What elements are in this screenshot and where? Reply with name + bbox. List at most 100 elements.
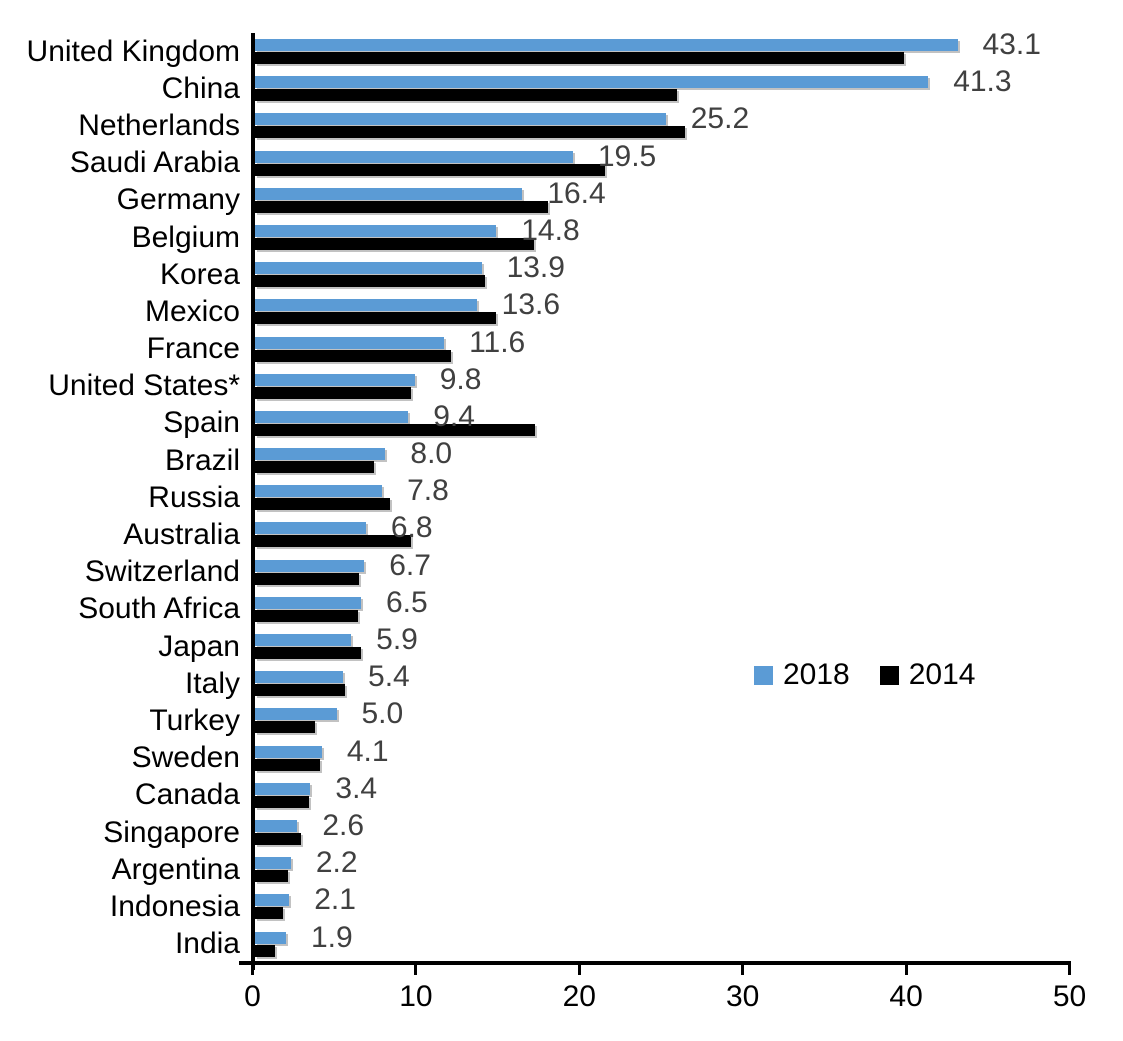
bar-2014 (255, 647, 361, 659)
legend-swatch-2014 (879, 665, 899, 685)
bar-2018 (255, 150, 573, 163)
bar-2014 (255, 907, 283, 920)
bar-2018 (255, 782, 311, 795)
bar-2018 (255, 559, 365, 572)
bar-2014 (255, 795, 309, 808)
bar-2014 (255, 609, 358, 622)
data-label: 25.2 (690, 102, 750, 136)
data-label: 14.8 (521, 213, 580, 247)
chart-row: Italy 5.4 (0, 660, 1123, 702)
chart-row: France 11.6 (0, 326, 1123, 368)
chart-row: Korea 13.9 (0, 251, 1123, 293)
bar-2018 (255, 373, 415, 386)
bar-2014 (255, 572, 360, 585)
category-label: Sweden (131, 741, 240, 775)
chart-row: Spain 9.4 (0, 400, 1123, 442)
bar-group: 14.8 (255, 214, 1070, 256)
category-label: China (161, 71, 240, 105)
bar-2018 (255, 76, 929, 89)
bar-group: 25.2 (255, 102, 1070, 144)
x-axis-tick-label: 20 (562, 980, 596, 1013)
data-label: 13.6 (501, 288, 561, 322)
category-label: United Kingdom (26, 34, 240, 68)
category-label: Netherlands (78, 108, 240, 142)
bar-2018 (255, 39, 958, 51)
bar-2018 (255, 187, 523, 200)
chart-row: Saudi Arabia 19.5 (0, 140, 1123, 182)
legend-item-2014: 2014 (879, 658, 976, 692)
chart-row: Sweden 4.1 (0, 735, 1123, 777)
bar-2018 (255, 336, 445, 349)
bar-2014 (255, 275, 485, 288)
bar-group: 13.6 (255, 288, 1070, 330)
category-label: Argentina (111, 852, 240, 886)
bar-2018 (255, 894, 290, 907)
category-label: Korea (159, 257, 240, 291)
legend-label-2014: 2014 (908, 658, 976, 691)
bar-group: 3.4 (255, 772, 1070, 814)
bar-2014 (255, 721, 316, 734)
bar-group: 41.3 (255, 65, 1070, 107)
bar-2018 (255, 708, 337, 721)
bar-2014 (255, 237, 534, 250)
x-axis-line (239, 961, 1071, 965)
bar-2018 (255, 113, 666, 126)
bar-2018 (255, 596, 361, 609)
chart-row: Canada 3.4 (0, 772, 1123, 814)
bar-2014 (255, 126, 686, 139)
bar-group: 19.5 (255, 140, 1070, 182)
category-label: Australia (123, 518, 240, 552)
data-label: 43.1 (982, 28, 1041, 61)
bar-2014 (255, 498, 391, 511)
bar-group: 13.9 (255, 251, 1070, 293)
category-label: South Africa (78, 592, 240, 626)
bar-2018 (255, 819, 298, 832)
x-axis-tick-label: 30 (726, 980, 760, 1013)
chart-row: Russia 7.8 (0, 474, 1123, 516)
category-label: Canada (134, 778, 240, 812)
data-label: 19.5 (597, 139, 657, 173)
category-label: Switzerland (84, 555, 240, 589)
bar-group: 6.5 (255, 586, 1070, 628)
bar-2014 (255, 423, 536, 436)
chart-row: China 41.3 (0, 65, 1123, 107)
legend-item-2018: 2018 (754, 658, 850, 692)
bar-2014 (255, 535, 412, 548)
category-label: Japan (158, 629, 240, 663)
bar-2014 (255, 89, 678, 102)
bar-group: 5.4 (255, 660, 1070, 702)
bar-group: 8.0 (255, 437, 1070, 479)
data-label: 5.9 (376, 623, 418, 656)
bar-2018 (255, 857, 291, 870)
data-label: 6.7 (389, 548, 431, 582)
bar-2014 (255, 758, 321, 771)
category-label: Germany (116, 183, 240, 217)
x-axis-tick-mark (577, 965, 581, 975)
x-axis-tick-mark (251, 965, 254, 975)
bar-2018 (255, 410, 409, 423)
bar-group: 9.8 (255, 363, 1070, 405)
category-label: Saudi Arabia (69, 146, 240, 180)
chart-row: United Kingdom 43.1 (0, 28, 1123, 70)
data-label: 2.1 (314, 883, 356, 917)
data-label: 2.6 (322, 808, 365, 842)
chart-row: United States* 9.8 (0, 363, 1123, 405)
bar-2018 (255, 485, 383, 498)
chart-row: Belgium 14.8 (0, 214, 1123, 256)
data-label: 13.9 (506, 251, 565, 285)
legend: 2018 2014 (754, 658, 976, 692)
bar-group: 16.4 (255, 177, 1070, 219)
bar-2014 (255, 349, 451, 362)
bar-group: 7.8 (255, 474, 1070, 516)
bar-group: 43.1 (255, 28, 1070, 70)
category-label: Singapore (103, 815, 240, 849)
chart-row: Netherlands 25.2 (0, 102, 1123, 144)
x-axis-tick-mark (414, 965, 418, 975)
bar-2014 (255, 386, 412, 399)
category-label: Spain (163, 406, 240, 440)
bar-group: 6.7 (255, 549, 1070, 591)
data-label: 7.8 (407, 474, 449, 508)
x-axis-tick-label: 10 (399, 980, 433, 1013)
chart-row: Turkey 5.0 (0, 697, 1123, 739)
bar-2014 (255, 200, 549, 213)
